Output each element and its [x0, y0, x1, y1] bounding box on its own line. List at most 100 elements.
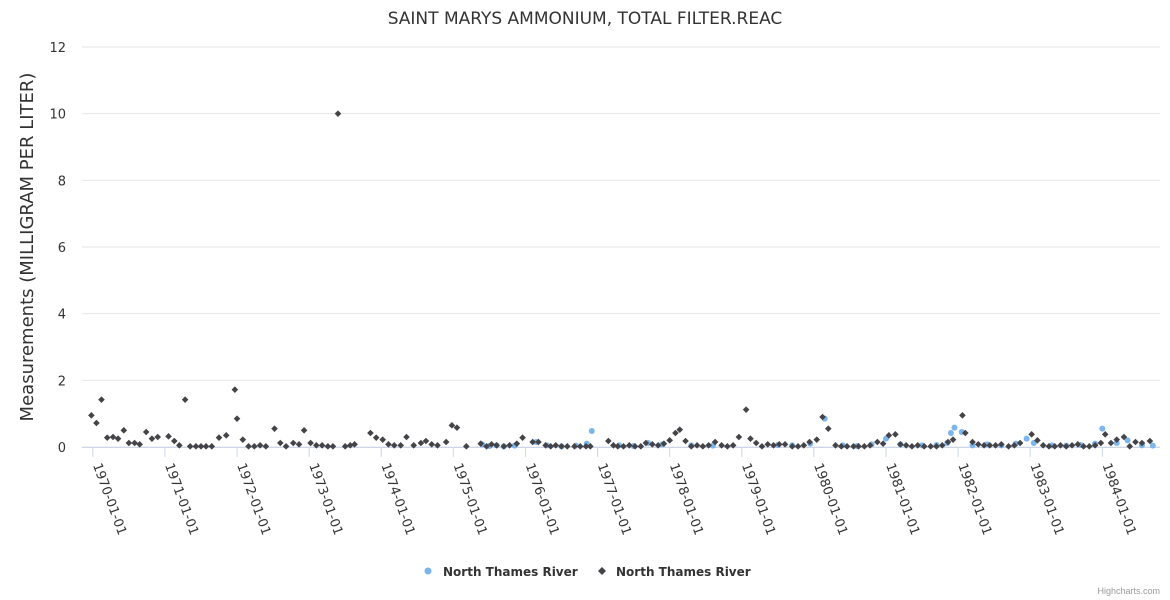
- data-point-diamond[interactable]: [699, 443, 707, 450]
- data-point-diamond[interactable]: [154, 433, 162, 441]
- data-point-diamond[interactable]: [770, 442, 777, 449]
- data-point-diamond[interactable]: [582, 443, 590, 450]
- data-point-diamond[interactable]: [711, 438, 719, 446]
- data-point-diamond[interactable]: [660, 440, 668, 447]
- data-point-diamond[interactable]: [181, 396, 189, 403]
- data-point-diamond[interactable]: [120, 427, 128, 434]
- data-point-diamond[interactable]: [631, 443, 639, 450]
- data-point-diamond[interactable]: [197, 443, 205, 450]
- data-point-diamond[interactable]: [403, 433, 410, 441]
- data-point-diamond[interactable]: [1107, 439, 1115, 447]
- data-point-diamond[interactable]: [329, 443, 337, 450]
- data-point-diamond[interactable]: [448, 422, 456, 429]
- data-point-diamond[interactable]: [587, 443, 594, 450]
- data-point-diamond[interactable]: [251, 443, 258, 450]
- data-point-diamond[interactable]: [208, 443, 216, 450]
- series-diamonds[interactable]: [88, 110, 1154, 450]
- data-point-diamond[interactable]: [453, 424, 461, 431]
- data-point-diamond[interactable]: [866, 442, 874, 449]
- data-point-diamond[interactable]: [142, 428, 150, 436]
- data-point-diamond[interactable]: [271, 425, 278, 432]
- data-point-diamond[interactable]: [186, 443, 194, 450]
- data-point-diamond[interactable]: [861, 443, 868, 450]
- data-point-diamond[interactable]: [752, 439, 760, 447]
- legend-item-circle[interactable]: North Thames River: [424, 565, 578, 579]
- data-point-diamond[interactable]: [488, 441, 495, 448]
- data-point-diamond[interactable]: [920, 443, 928, 450]
- data-point-diamond[interactable]: [547, 443, 554, 450]
- data-point-diamond[interactable]: [463, 443, 470, 450]
- data-point-diamond[interactable]: [422, 437, 430, 445]
- data-point-diamond[interactable]: [1057, 442, 1064, 449]
- data-point-diamond[interactable]: [529, 438, 536, 446]
- data-point-diamond[interactable]: [885, 432, 893, 439]
- data-point-diamond[interactable]: [103, 434, 111, 441]
- data-point-diamond[interactable]: [874, 438, 881, 446]
- data-point-diamond[interactable]: [625, 442, 633, 449]
- data-point-diamond[interactable]: [1074, 441, 1082, 448]
- data-point-diamond[interactable]: [318, 442, 326, 449]
- data-point-diamond[interactable]: [908, 443, 916, 450]
- data-point-diamond[interactable]: [806, 438, 813, 446]
- data-point-diamond[interactable]: [1005, 443, 1012, 450]
- data-point-diamond[interactable]: [637, 443, 645, 450]
- data-point-diamond[interactable]: [576, 443, 584, 450]
- data-point-diamond[interactable]: [324, 443, 332, 450]
- data-point-diamond[interactable]: [649, 441, 656, 448]
- data-point-diamond[interactable]: [385, 441, 392, 448]
- data-point-circle[interactable]: [1023, 435, 1030, 442]
- data-point-diamond[interactable]: [620, 443, 627, 450]
- data-point-diamond[interactable]: [1138, 439, 1146, 447]
- data-point-diamond[interactable]: [902, 442, 910, 449]
- data-point-diamond[interactable]: [542, 442, 549, 449]
- data-point-diamond[interactable]: [571, 443, 578, 450]
- data-point-diamond[interactable]: [202, 443, 210, 450]
- data-point-diamond[interactable]: [372, 434, 380, 441]
- data-point-diamond[interactable]: [1016, 439, 1024, 447]
- data-point-diamond[interactable]: [654, 442, 662, 449]
- data-point-diamond[interactable]: [262, 443, 270, 450]
- data-point-diamond[interactable]: [222, 432, 230, 439]
- data-point-diamond[interactable]: [1126, 443, 1134, 450]
- data-point-diamond[interactable]: [367, 429, 374, 437]
- data-point-diamond[interactable]: [300, 427, 308, 434]
- data-point-diamond[interactable]: [500, 443, 508, 450]
- data-point-diamond[interactable]: [428, 441, 436, 448]
- data-point-diamond[interactable]: [986, 442, 994, 449]
- highcharts-credit-link[interactable]: Highcharts.com: [1097, 586, 1160, 596]
- data-point-diamond[interactable]: [1068, 442, 1076, 449]
- data-point-diamond[interactable]: [289, 439, 297, 447]
- data-point-diamond[interactable]: [819, 413, 826, 421]
- data-point-diamond[interactable]: [959, 412, 966, 419]
- data-point-diamond[interactable]: [313, 442, 320, 449]
- data-point-diamond[interactable]: [390, 442, 398, 449]
- data-point-diamond[interactable]: [417, 439, 425, 447]
- data-point-diamond[interactable]: [558, 443, 565, 450]
- data-point-diamond[interactable]: [1045, 443, 1053, 450]
- data-point-diamond[interactable]: [307, 439, 314, 447]
- data-point-diamond[interactable]: [892, 431, 899, 438]
- data-point-diamond[interactable]: [718, 442, 725, 449]
- data-point-circle[interactable]: [1113, 440, 1120, 446]
- data-point-diamond[interactable]: [1034, 437, 1041, 444]
- data-point-diamond[interactable]: [93, 419, 100, 427]
- data-point-diamond[interactable]: [897, 441, 904, 448]
- data-point-diamond[interactable]: [610, 442, 617, 449]
- data-point-diamond[interactable]: [1132, 438, 1139, 446]
- data-point-diamond[interactable]: [165, 433, 172, 440]
- data-point-diamond[interactable]: [729, 442, 737, 449]
- data-point-diamond[interactable]: [1039, 442, 1047, 449]
- data-point-diamond[interactable]: [837, 443, 845, 450]
- data-point-diamond[interactable]: [794, 443, 802, 450]
- data-point-diamond[interactable]: [735, 433, 743, 441]
- data-point-diamond[interactable]: [914, 442, 922, 449]
- data-point-diamond[interactable]: [1028, 431, 1035, 438]
- data-point-diamond[interactable]: [136, 441, 143, 448]
- data-point-diamond[interactable]: [215, 434, 223, 441]
- data-point-circle[interactable]: [1099, 425, 1106, 432]
- data-point-diamond[interactable]: [614, 443, 622, 450]
- data-point-diamond[interactable]: [1080, 443, 1087, 450]
- data-point-diamond[interactable]: [974, 441, 982, 448]
- data-point-diamond[interactable]: [666, 437, 673, 444]
- data-point-diamond[interactable]: [672, 429, 679, 437]
